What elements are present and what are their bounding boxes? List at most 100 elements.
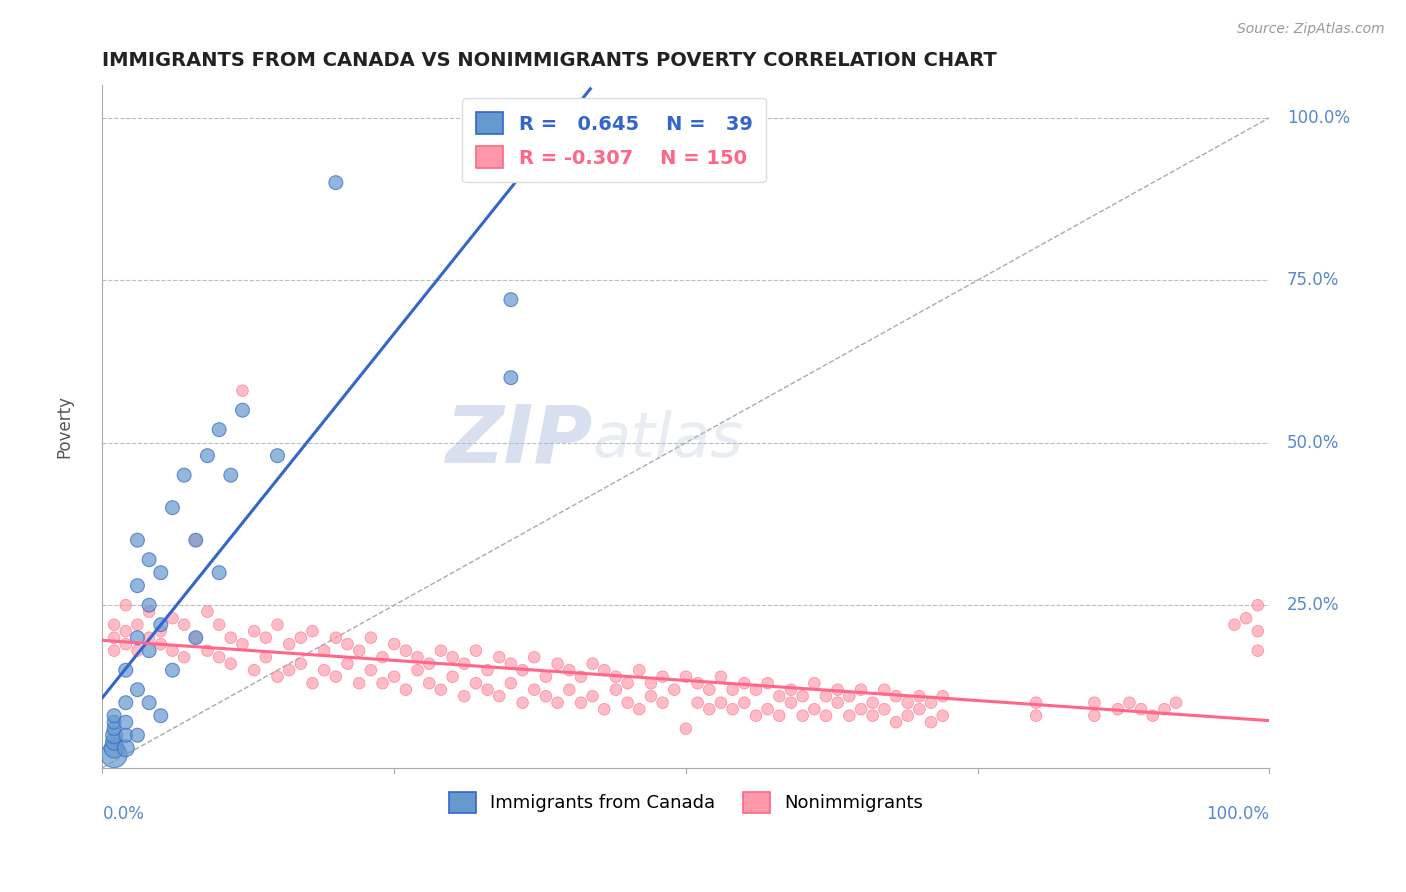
Point	[347, 643, 370, 657]
Point	[382, 637, 405, 651]
Point	[371, 676, 394, 690]
Point	[360, 631, 382, 645]
Point	[162, 500, 184, 515]
Point	[325, 670, 347, 684]
Point	[127, 533, 149, 548]
Point	[569, 670, 592, 684]
Point	[127, 579, 149, 593]
Point	[499, 143, 522, 157]
Point	[173, 617, 195, 632]
Point	[640, 689, 662, 703]
Point	[360, 663, 382, 677]
Point	[453, 657, 475, 671]
Point	[488, 650, 510, 665]
Point	[103, 728, 125, 742]
Point	[103, 722, 125, 736]
Point	[931, 708, 953, 723]
Point	[616, 696, 638, 710]
Point	[616, 676, 638, 690]
Point	[103, 631, 125, 645]
Point	[1083, 708, 1105, 723]
Point	[430, 682, 453, 697]
Point	[721, 702, 744, 716]
Point	[697, 682, 720, 697]
Point	[208, 617, 231, 632]
Point	[162, 611, 184, 625]
Point	[114, 598, 136, 612]
Point	[314, 643, 336, 657]
Point	[1142, 708, 1164, 723]
Text: 0.0%: 0.0%	[103, 805, 145, 823]
Point	[756, 702, 779, 716]
Point	[336, 657, 359, 671]
Point	[453, 689, 475, 703]
Point	[697, 702, 720, 716]
Point	[127, 643, 149, 657]
Point	[278, 637, 301, 651]
Point	[103, 643, 125, 657]
Text: IMMIGRANTS FROM CANADA VS NONIMMIGRANTS POVERTY CORRELATION CHART: IMMIGRANTS FROM CANADA VS NONIMMIGRANTS …	[103, 51, 997, 70]
Point	[127, 631, 149, 645]
Point	[534, 670, 557, 684]
Point	[733, 676, 755, 690]
Point	[149, 566, 172, 580]
Point	[827, 682, 849, 697]
Point	[418, 657, 440, 671]
Text: atlas: atlas	[592, 410, 744, 470]
Point	[884, 689, 907, 703]
Point	[103, 708, 125, 723]
Point	[162, 643, 184, 657]
Point	[1083, 696, 1105, 710]
Point	[547, 696, 569, 710]
Point	[138, 696, 160, 710]
Point	[314, 663, 336, 677]
Point	[908, 702, 931, 716]
Point	[371, 650, 394, 665]
Point	[162, 663, 184, 677]
Point	[814, 708, 837, 723]
Point	[849, 702, 872, 716]
Point	[464, 676, 486, 690]
Point	[512, 696, 534, 710]
Text: Source: ZipAtlas.com: Source: ZipAtlas.com	[1237, 22, 1385, 37]
Point	[547, 657, 569, 671]
Point	[114, 741, 136, 756]
Point	[219, 657, 242, 671]
Point	[780, 682, 803, 697]
Point	[184, 533, 207, 548]
Point	[768, 689, 790, 703]
Point	[499, 293, 522, 307]
Point	[1025, 696, 1047, 710]
Point	[803, 676, 825, 690]
Point	[197, 605, 219, 619]
Text: 25.0%: 25.0%	[1286, 596, 1340, 615]
Point	[523, 650, 546, 665]
Point	[254, 650, 277, 665]
Point	[593, 702, 616, 716]
Point	[173, 650, 195, 665]
Point	[138, 605, 160, 619]
Point	[290, 631, 312, 645]
Point	[664, 682, 686, 697]
Point	[862, 696, 884, 710]
Point	[628, 663, 651, 677]
Point	[430, 643, 453, 657]
Point	[745, 708, 768, 723]
Point	[792, 708, 814, 723]
Point	[103, 715, 125, 730]
Point	[231, 637, 253, 651]
Point	[441, 650, 464, 665]
Point	[395, 682, 418, 697]
Point	[931, 689, 953, 703]
Point	[184, 533, 207, 548]
Text: Poverty: Poverty	[55, 395, 73, 458]
Point	[138, 552, 160, 566]
Point	[838, 708, 860, 723]
Point	[464, 643, 486, 657]
Point	[651, 670, 673, 684]
Point	[114, 637, 136, 651]
Point	[499, 657, 522, 671]
Point	[103, 747, 125, 762]
Point	[605, 682, 627, 697]
Point	[149, 708, 172, 723]
